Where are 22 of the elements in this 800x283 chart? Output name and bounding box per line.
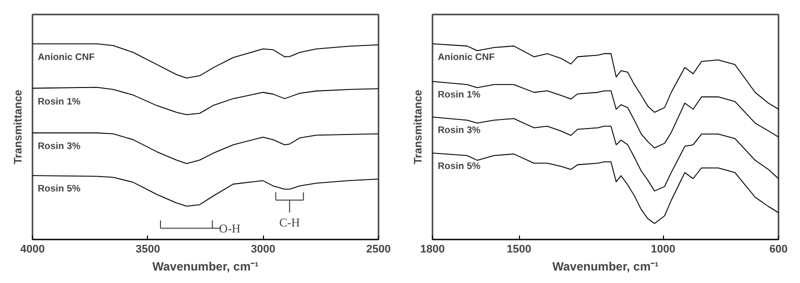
y-axis-title: Transmittance bbox=[412, 90, 424, 164]
y-axis-title: Transmittance bbox=[12, 90, 24, 164]
annotation: O-H bbox=[219, 221, 241, 236]
x-tick-label: 2500 bbox=[366, 244, 391, 256]
x-tick-label: 3000 bbox=[250, 244, 276, 256]
series-label: Rosin 1% bbox=[438, 90, 481, 101]
x-axis-title: Wavenumber, cm⁻¹ bbox=[552, 260, 659, 274]
annotation: C-H bbox=[279, 216, 300, 230]
x-tick-label: 4000 bbox=[20, 244, 45, 256]
x-tick-label: 1000 bbox=[650, 244, 676, 256]
series-label: Rosin 5% bbox=[38, 184, 81, 195]
x-tick-label: 3500 bbox=[136, 244, 160, 256]
series-label: Rosin 3% bbox=[38, 140, 81, 152]
series-label: Rosin 3% bbox=[438, 125, 481, 136]
series-label: Rosin 5% bbox=[438, 161, 481, 172]
series-label: Anionic CNF bbox=[438, 52, 495, 63]
x-tick-label: 1500 bbox=[506, 244, 532, 256]
series-label: Anionic CNF bbox=[38, 52, 95, 63]
x-axis-title: Wavenumber, cm⁻¹ bbox=[152, 260, 259, 274]
x-tick-label: 1800 bbox=[420, 244, 445, 256]
series-label: Rosin 1% bbox=[38, 96, 81, 108]
x-tick-label: 600 bbox=[769, 244, 788, 256]
